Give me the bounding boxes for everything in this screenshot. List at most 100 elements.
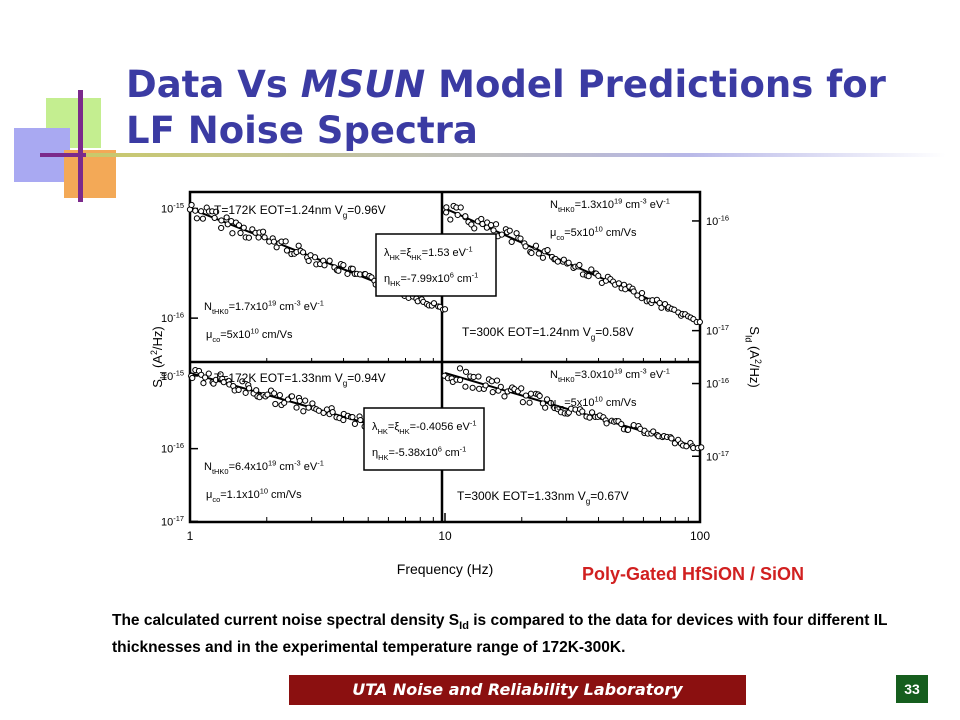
data-point — [630, 288, 637, 295]
data-point — [668, 435, 675, 442]
data-point — [349, 413, 356, 421]
data-point — [276, 392, 283, 399]
data-point — [189, 374, 196, 382]
title-part-1: Data Vs — [126, 63, 301, 106]
parameter-box — [375, 233, 497, 297]
data-point — [245, 234, 252, 241]
data-point — [270, 238, 278, 245]
ornament-horizontal-bar — [40, 153, 124, 157]
noise-chart: 1 10 100 Frequency (Hz) SId (A2/Hz) SId (A2/H… — [149, 190, 763, 577]
data-point — [532, 242, 540, 249]
x-tick-label: 1 — [187, 529, 194, 543]
panel-condition-label: T=172K EOT=1.33nm Vg=0.94V — [214, 371, 386, 388]
slide-caption: The calculated current noise spectral de… — [112, 610, 942, 659]
data-point — [293, 404, 300, 411]
panel-condition-label: T=172K EOT=1.24nm Vg=0.96V — [214, 203, 386, 220]
data-point — [193, 215, 200, 222]
data-point — [696, 318, 703, 326]
data-point — [536, 392, 543, 400]
data-point — [471, 225, 478, 232]
data-point — [430, 300, 438, 307]
data-point — [544, 247, 551, 254]
data-point — [527, 390, 535, 397]
data-point — [595, 272, 602, 279]
data-point — [211, 214, 218, 222]
noise-spectra-figure: 1 10 100 Frequency (Hz) SId (A2/Hz) SId (A2/H… — [140, 182, 780, 582]
data-point — [528, 249, 535, 257]
parameter-box-line: ηHK=-5.38x106 cm-1 — [372, 445, 466, 462]
data-point — [518, 385, 525, 392]
data-point — [237, 229, 244, 237]
data-point — [498, 231, 505, 238]
data-point — [344, 270, 351, 277]
data-point — [188, 201, 195, 209]
data-point — [305, 404, 312, 411]
caption-subscript: Id — [459, 620, 469, 633]
data-point — [218, 224, 225, 232]
data-point — [213, 208, 220, 215]
data-point — [201, 374, 209, 381]
data-point — [462, 383, 469, 390]
data-point — [299, 249, 307, 256]
data-point — [229, 230, 236, 237]
data-point — [329, 409, 336, 416]
data-point — [634, 292, 641, 299]
data-point — [615, 280, 622, 287]
data-point — [326, 257, 333, 264]
panel-trap-density: NtHK0=3.0x1019 cm-3 eV-1 — [550, 367, 670, 384]
x-tick-label: 100 — [690, 529, 710, 543]
data-point — [218, 217, 225, 224]
caption-part-1: The calculated current noise spectral de… — [112, 612, 460, 629]
panel-trap-density: NtHK0=1.7x1019 cm-3 eV-1 — [204, 299, 324, 316]
title-part-2: Model Predictions for LF Noise Spectra — [126, 63, 886, 152]
data-point — [698, 444, 705, 451]
data-point — [658, 304, 665, 311]
data-point — [542, 404, 549, 411]
y-tick-label: 10-17 — [161, 514, 184, 528]
data-point — [199, 215, 207, 222]
y-tick-label: 10-16 — [706, 214, 729, 228]
data-point — [321, 262, 328, 269]
panel-condition-label: T=300K EOT=1.33nm Vg=0.67V — [457, 489, 629, 506]
y-tick-label: 10-16 — [161, 441, 184, 455]
data-point — [624, 426, 632, 433]
data-point — [585, 273, 592, 280]
data-point — [482, 382, 489, 389]
y-axis-label-right: SId (A2/Hz) — [743, 326, 763, 387]
data-point — [522, 392, 530, 399]
data-point — [586, 414, 593, 421]
data-point — [517, 235, 524, 242]
title-underline — [86, 153, 946, 157]
y-tick-label: 10-16 — [706, 376, 729, 390]
data-point — [242, 389, 249, 396]
data-point — [235, 386, 242, 394]
data-point — [618, 420, 625, 428]
panel-condition-label: T=300K EOT=1.24nm Vg=0.58V — [462, 325, 634, 342]
y-tick-label: 10-16 — [161, 311, 184, 325]
parameter-box-line: λHK=ξHK=-0.4056 eV-1 — [372, 419, 477, 436]
data-point — [305, 257, 312, 265]
data-point — [300, 408, 307, 415]
data-point — [271, 390, 278, 397]
data-point — [519, 399, 526, 406]
data-point — [478, 215, 485, 223]
page-number: 33 — [896, 675, 928, 703]
panel-trap-density: NtHK0=6.4x1019 cm-3 eV-1 — [204, 459, 324, 476]
data-point — [579, 408, 586, 415]
data-point — [335, 267, 342, 274]
data-point — [255, 234, 262, 241]
data-point — [351, 420, 359, 427]
x-axis-label: Frequency (Hz) — [397, 561, 493, 577]
device-type-label: Poly-Gated HfSiON / SiON — [582, 564, 805, 584]
data-point — [492, 221, 500, 228]
slide-title: Data Vs MSUN Model Predictions for LF No… — [126, 62, 946, 154]
data-point — [295, 242, 302, 249]
panel-mobility: μco=5x1010 cm/Vs — [550, 225, 637, 242]
data-point — [543, 396, 551, 403]
data-point — [302, 397, 309, 404]
y-tick-label: 10-15 — [161, 369, 184, 383]
data-point — [456, 376, 464, 384]
data-point — [565, 259, 572, 266]
data-point — [539, 254, 547, 261]
data-point — [462, 368, 470, 375]
